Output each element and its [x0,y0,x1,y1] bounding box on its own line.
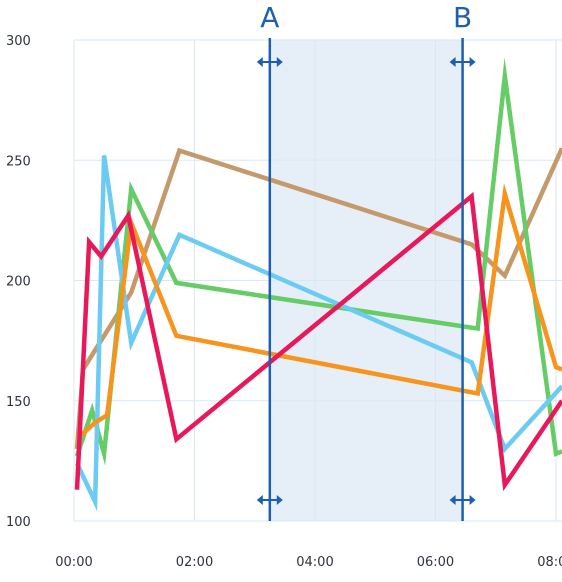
cursor-a[interactable]: A [256,1,283,521]
y-tick-label: 200 [6,275,31,290]
x-tick-label: 08:00 [537,555,562,570]
cursor-drag-handle-top-icon[interactable] [256,57,283,67]
series-line-5 [74,191,562,492]
x-tick-label: 00:00 [55,555,92,570]
x-axis-ticks: 00:00 02:00 04:00 06:00 08:00 [55,555,562,570]
grid [73,39,562,522]
y-tick-label: 150 [6,395,31,410]
cursor-drag-handle-bottom-icon[interactable] [449,495,476,505]
y-tick-label: 100 [6,515,31,530]
x-tick-label: 04:00 [296,555,333,570]
cursor-label: B [453,1,472,34]
series-line-4 [75,183,562,441]
cursor-drag-handle-bottom-icon[interactable] [256,495,283,505]
y-axis-ticks: 100 150 200 250 300 [6,34,31,530]
x-tick-label: 06:00 [417,555,454,570]
series-lines [74,57,562,512]
y-tick-label: 250 [6,154,31,169]
x-tick-label: 02:00 [176,555,213,570]
y-tick-label: 300 [6,34,31,49]
cursor-b[interactable]: B [449,1,476,521]
cursor-label: A [260,1,279,34]
cursor-drag-handle-top-icon[interactable] [449,57,476,67]
